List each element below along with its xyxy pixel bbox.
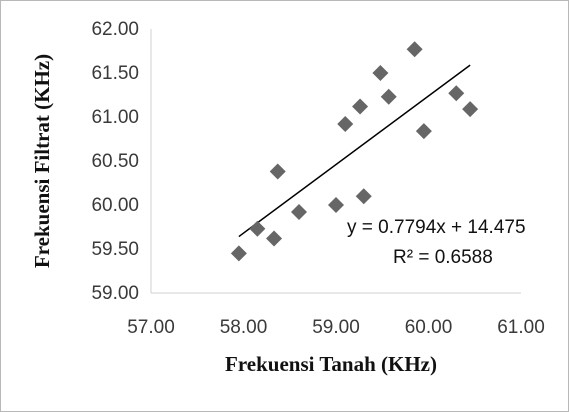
data-point: [372, 65, 389, 81]
y-tick-labels: 59.00 59.50 60.00 60.50 61.00 61.50 62.00: [91, 19, 139, 304]
trendline: [238, 64, 471, 238]
x-tick-label: 60.00: [405, 317, 453, 338]
x-tick-label: 58.00: [220, 317, 268, 338]
trendline-group: [238, 64, 471, 238]
data-point: [337, 116, 354, 133]
y-tick-label: 62.00: [91, 19, 139, 40]
y-tick-label: 61.50: [91, 63, 139, 84]
trendline-equation: y = 0.7794x + 14.475: [347, 217, 526, 238]
data-point: [380, 88, 397, 105]
data-point: [355, 188, 372, 205]
y-tick-label: 59.50: [91, 239, 139, 260]
data-points: [230, 41, 479, 262]
data-point: [230, 245, 247, 262]
data-point: [352, 98, 369, 115]
y-axis-title: Frekuensi Filtrat (KHz): [30, 54, 54, 268]
x-tick-labels: 57.00 58.00 59.00 60.00 61.00: [127, 317, 545, 338]
data-point: [269, 163, 286, 180]
data-point: [406, 41, 423, 58]
x-tick-label: 59.00: [312, 317, 360, 338]
y-tick-label: 60.50: [91, 151, 139, 172]
y-tick-label: 61.00: [91, 107, 139, 128]
x-tick-label: 57.00: [127, 317, 175, 338]
data-point: [249, 220, 266, 237]
x-axis-title: Frekuensi Tanah (KHz): [225, 352, 437, 376]
data-point: [328, 197, 344, 213]
data-point: [448, 85, 465, 102]
data-point: [415, 123, 432, 140]
r-squared-label: R² = 0.6588: [393, 247, 493, 268]
data-point: [291, 204, 307, 221]
y-tick-label: 60.00: [91, 195, 139, 216]
x-tick-label: 61.00: [497, 317, 545, 338]
data-point: [266, 230, 283, 247]
data-point: [462, 101, 479, 118]
y-tick-label: 59.00: [91, 283, 139, 304]
